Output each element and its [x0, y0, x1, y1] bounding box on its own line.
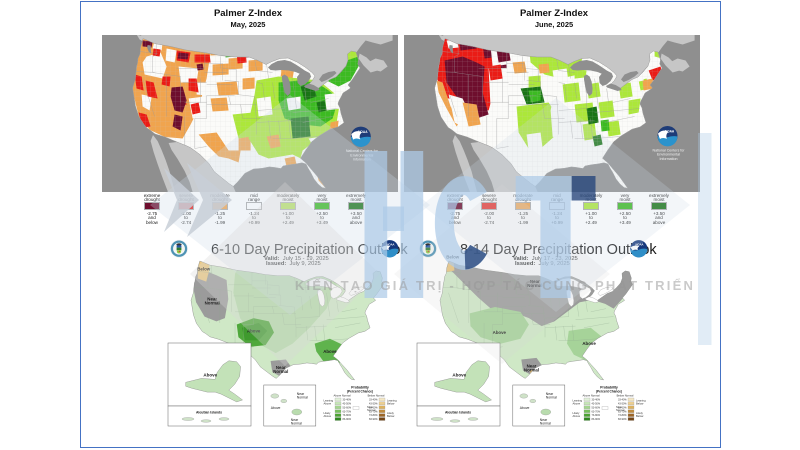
svg-text:Near: Near	[616, 405, 622, 409]
svg-text:Near: Near	[297, 392, 305, 396]
svg-text:Above: Above	[452, 372, 466, 377]
svg-text:Information: Information	[353, 158, 371, 162]
svg-text:63-70%: 63-70%	[343, 410, 352, 413]
svg-text:33-40%: 33-40%	[343, 399, 352, 402]
svg-text:Above: Above	[573, 402, 581, 406]
svg-text:Above: Above	[582, 341, 596, 346]
svg-text:43-50%: 43-50%	[592, 403, 601, 406]
svg-text:Likely: Likely	[636, 411, 644, 415]
svg-text:(Percent Chance): (Percent Chance)	[347, 389, 373, 393]
svg-text:Likely: Likely	[324, 411, 332, 415]
svg-text:33-40%: 33-40%	[592, 399, 601, 402]
svg-text:Below: Below	[387, 402, 394, 406]
svg-text:Normal: Normal	[205, 301, 220, 306]
svg-text:43-50%: 43-50%	[343, 403, 352, 406]
svg-text:63-70%: 63-70%	[592, 410, 601, 413]
svg-text:73-80%: 73-80%	[618, 414, 627, 417]
svg-text:33-40%: 33-40%	[369, 399, 378, 402]
svg-text:Above: Above	[203, 372, 217, 377]
svg-text:Below: Below	[197, 267, 211, 272]
svg-text:Above: Above	[493, 330, 507, 335]
svg-text:Above: Above	[324, 402, 332, 406]
svg-text:Normal: Normal	[297, 396, 308, 400]
svg-text:Above: Above	[324, 414, 332, 418]
svg-text:National Centers for: National Centers for	[653, 149, 686, 153]
svg-text:Above: Above	[520, 406, 530, 410]
svg-text:Near: Near	[540, 418, 548, 422]
svg-text:Normal: Normal	[540, 422, 551, 426]
svg-text:Near: Near	[207, 297, 217, 302]
svg-text:73-80%: 73-80%	[343, 414, 352, 417]
svg-text:NOAA: NOAA	[358, 130, 368, 134]
svg-text:Below: Below	[446, 255, 460, 260]
svg-text:43-50%: 43-50%	[369, 403, 378, 406]
svg-text:Below Normal: Below Normal	[368, 393, 385, 397]
svg-text:Information: Information	[660, 157, 678, 161]
svg-text:(Percent Chance): (Percent Chance)	[596, 389, 622, 393]
svg-text:Above: Above	[247, 329, 261, 334]
svg-text:Probability: Probability	[351, 386, 369, 390]
svg-text:Leaning: Leaning	[387, 399, 397, 403]
svg-text:Likely: Likely	[387, 411, 395, 415]
svg-text:Near: Near	[527, 364, 537, 369]
svg-text:Environmental: Environmental	[350, 153, 373, 157]
svg-text:Likely: Likely	[573, 411, 581, 415]
svg-text:53-60%: 53-60%	[369, 406, 378, 409]
svg-text:Environmental: Environmental	[657, 153, 680, 157]
svg-text:Near: Near	[276, 365, 286, 370]
svg-text:Above Normal: Above Normal	[582, 393, 599, 397]
svg-text:53-60%: 53-60%	[343, 406, 352, 409]
svg-text:Above: Above	[323, 349, 337, 354]
svg-text:Below: Below	[387, 414, 394, 418]
svg-text:National Centers for: National Centers for	[346, 149, 379, 153]
svg-text:63-70%: 63-70%	[369, 410, 378, 413]
svg-text:Below: Below	[636, 402, 643, 406]
svg-text:Below: Below	[636, 414, 643, 418]
svg-text:Leaning: Leaning	[636, 399, 646, 403]
svg-text:Probability: Probability	[600, 386, 618, 390]
svg-text:NOAA: NOAA	[665, 130, 675, 134]
svg-text:Normal: Normal	[524, 367, 539, 372]
svg-text:Above Normal: Above Normal	[333, 393, 350, 397]
svg-text:63-70%: 63-70%	[618, 410, 627, 413]
svg-text:Leaning: Leaning	[573, 399, 583, 403]
svg-text:53-60%: 53-60%	[592, 406, 601, 409]
svg-text:83-90%: 83-90%	[618, 418, 627, 421]
svg-text:Normal: Normal	[546, 396, 557, 400]
svg-text:Near: Near	[367, 405, 373, 409]
svg-text:83-90%: 83-90%	[592, 418, 601, 421]
svg-text:83-90%: 83-90%	[369, 418, 378, 421]
svg-text:Above: Above	[573, 414, 581, 418]
svg-text:NOAA: NOAA	[636, 243, 644, 247]
svg-text:73-80%: 73-80%	[369, 414, 378, 417]
svg-text:Above: Above	[271, 406, 281, 410]
svg-text:Below Normal: Below Normal	[617, 393, 634, 397]
svg-text:Near: Near	[546, 392, 554, 396]
svg-text:Normal: Normal	[367, 408, 376, 412]
svg-text:Near: Near	[291, 418, 299, 422]
svg-text:53-60%: 53-60%	[618, 406, 627, 409]
svg-text:33-40%: 33-40%	[618, 399, 627, 402]
svg-text:Aleutian Islands: Aleutian Islands	[445, 411, 471, 415]
svg-text:Normal: Normal	[273, 369, 288, 374]
svg-text:Leaning: Leaning	[324, 399, 334, 403]
svg-text:NOAA: NOAA	[387, 243, 395, 247]
svg-text:83-90%: 83-90%	[343, 418, 352, 421]
svg-text:Near: Near	[530, 279, 540, 284]
svg-text:Normal: Normal	[291, 422, 302, 426]
svg-text:Normal: Normal	[527, 283, 542, 288]
svg-text:Aleutian Islands: Aleutian Islands	[196, 411, 222, 415]
svg-text:43-50%: 43-50%	[618, 403, 627, 406]
svg-text:73-80%: 73-80%	[592, 414, 601, 417]
svg-text:Normal: Normal	[616, 408, 625, 412]
